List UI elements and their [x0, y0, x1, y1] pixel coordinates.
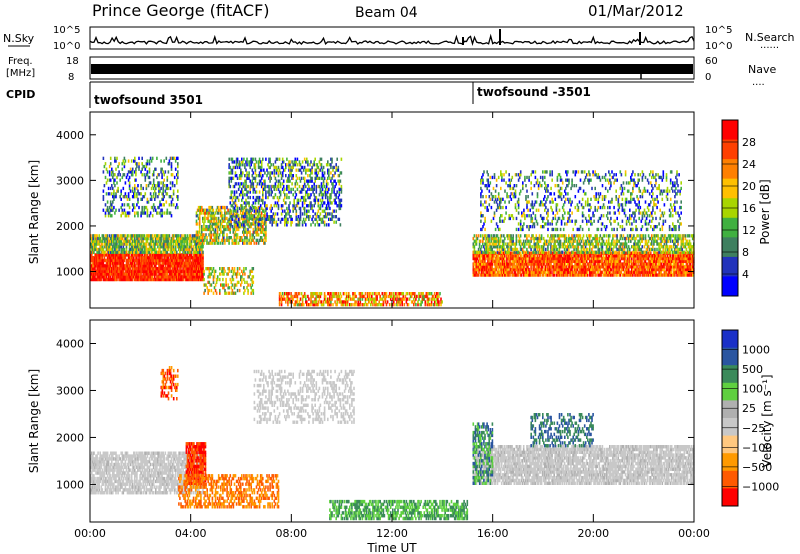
nave-tick-bottom: 0	[705, 72, 711, 83]
colorbar-tick-label: −1000	[742, 480, 779, 493]
colorbar-segment	[722, 237, 738, 258]
colorbar-segment	[722, 120, 738, 141]
nsearch-tick-bottom: 10^0	[705, 41, 732, 52]
nsky-trace	[89, 29, 695, 47]
power-colorbar-label: Power [dB]	[758, 179, 772, 244]
colorbar-segment	[722, 330, 738, 349]
freq-label-line1: Freq.	[8, 56, 33, 67]
colorbar-segment	[722, 382, 738, 401]
colorbar-tick-label: −100	[742, 441, 772, 454]
colorbar-segment	[722, 139, 738, 160]
colorbar-tick-label: 12	[742, 224, 756, 237]
range-tick-label: 2000	[56, 220, 84, 233]
colorbar-tick-label: 20	[742, 180, 756, 193]
freq-panel	[89, 56, 695, 80]
nave-dots: ....	[752, 77, 765, 88]
colorbar-tick-label: 25	[742, 402, 756, 415]
colorbar-segment	[722, 488, 738, 507]
range-tick-label: 4000	[56, 129, 84, 142]
colorbar-segment	[722, 400, 738, 419]
freq-label-line2: [MHz]	[6, 68, 35, 79]
date-title: 01/Mar/2012	[588, 2, 684, 20]
power-ylabel: Slant Range [km]	[27, 160, 41, 264]
cpid-segment-2: twofsound -3501	[477, 85, 591, 99]
time-tick-label: 20:00	[577, 527, 609, 540]
colorbar-tick-label: 1000	[742, 344, 770, 357]
nsky-tick-bottom: 10^0	[53, 41, 80, 52]
colorbar-tick-label: 500	[742, 363, 763, 376]
colorbar-segment	[722, 178, 738, 199]
velocity-ylabel: Slant Range [km]	[27, 369, 41, 473]
power-colorbar: 28 24 20 16 12 8 4	[721, 119, 756, 297]
time-tick-label: 04:00	[175, 527, 207, 540]
station-title: Prince George (fitACF)	[92, 1, 270, 20]
nave-label: Nave	[748, 63, 776, 76]
cpid-segment-1: twofsound 3501	[94, 93, 203, 107]
colorbar-segment	[722, 256, 738, 277]
range-tick-label: 2000	[56, 431, 84, 444]
colorbar-segment	[722, 418, 738, 437]
colorbar-segment	[722, 217, 738, 238]
beam-title: Beam 04	[355, 5, 418, 21]
freq-tick-top: 18	[66, 56, 79, 67]
colorbar-segment	[722, 365, 738, 384]
time-axis-ticks: 00:00 04:00 08:00 12:00 16:00 20:00 00:00	[74, 112, 710, 540]
colorbar-tick-label: 16	[742, 202, 756, 215]
colorbar-tick-label: 28	[742, 136, 756, 149]
range-tick-label: 4000	[56, 337, 84, 350]
colorbar-tick-label: 24	[742, 158, 756, 171]
velocity-heatmap	[90, 366, 695, 521]
velocity-colorbar: 1000 500 100 25 −25 −100 −500 −1000	[721, 329, 779, 507]
nsky-panel	[89, 26, 695, 50]
range-tick-label: 3000	[56, 174, 84, 187]
colorbar-segment	[722, 453, 738, 472]
nsky-tick-top: 10^5	[53, 25, 80, 36]
cpid-label: CPID	[6, 88, 35, 101]
colorbar-segment	[722, 435, 738, 454]
colorbar-tick-label: 8	[742, 246, 749, 259]
colorbar-segment	[722, 159, 738, 180]
time-tick-label: 00:00	[678, 527, 710, 540]
range-tick-label: 1000	[56, 266, 84, 279]
velocity-colorbar-label: Velocity [m s⁻¹]	[760, 374, 774, 467]
range-tick-label: 1000	[56, 478, 84, 491]
power-heatmap	[90, 156, 695, 307]
colorbar-tick-label: 100	[742, 383, 763, 396]
nave-tick-top: 60	[705, 56, 718, 67]
frequency-band	[91, 64, 693, 74]
nsky-line	[89, 33, 695, 47]
colorbar-segment	[722, 347, 738, 366]
time-tick-label: 08:00	[275, 527, 307, 540]
colorbar-tick-label: −25	[742, 422, 765, 435]
nsky-label: N.Sky	[3, 32, 35, 45]
nsearch-label: N.Search	[745, 31, 795, 44]
range-tick-label: 3000	[56, 384, 84, 397]
time-tick-label: 12:00	[376, 527, 408, 540]
colorbar-segment	[722, 470, 738, 489]
velocity-yticks: 4000 3000 2000 1000	[56, 337, 694, 491]
power-yticks: 4000 3000 2000 1000	[56, 129, 694, 279]
colorbar-tick-label: 4	[742, 268, 749, 281]
nsearch-tick-top: 10^5	[705, 25, 732, 36]
freq-tick-bottom: 8	[68, 72, 74, 83]
time-axis-label: Time UT	[366, 541, 417, 554]
nsearch-dots: ......	[760, 40, 779, 51]
time-tick-label: 00:00	[74, 527, 106, 540]
colorbar-segment	[722, 276, 738, 297]
colorbar-tick-label: −500	[742, 461, 772, 474]
time-tick-label: 16:00	[477, 527, 509, 540]
